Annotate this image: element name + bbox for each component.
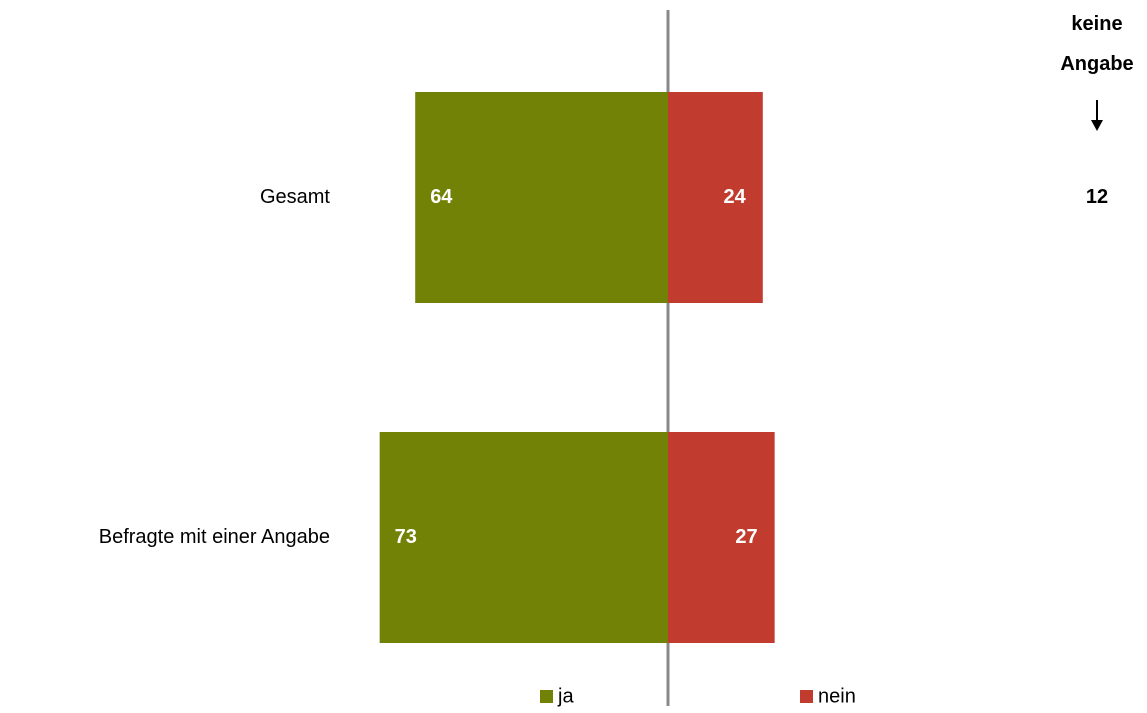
bar [415, 92, 668, 303]
no-answer-header: keine Angabe [1060, 13, 1134, 75]
category-label: Gesamt [260, 186, 330, 208]
legend-label: ja [557, 685, 574, 707]
legend-swatch [540, 690, 553, 703]
arrow-head [1091, 120, 1103, 131]
data-label: 27 [735, 526, 757, 548]
data-label: 73 [395, 526, 417, 548]
data-label: 64 [430, 186, 453, 208]
legend-swatch [800, 690, 813, 703]
data-label: 24 [724, 186, 747, 208]
bar [379, 432, 668, 643]
category-label: Befragte mit einer Angabe [99, 526, 330, 548]
bar [668, 92, 763, 303]
legend-label: nein [818, 685, 856, 707]
no-answer-value: 12 [1086, 186, 1108, 208]
bar [668, 432, 775, 643]
